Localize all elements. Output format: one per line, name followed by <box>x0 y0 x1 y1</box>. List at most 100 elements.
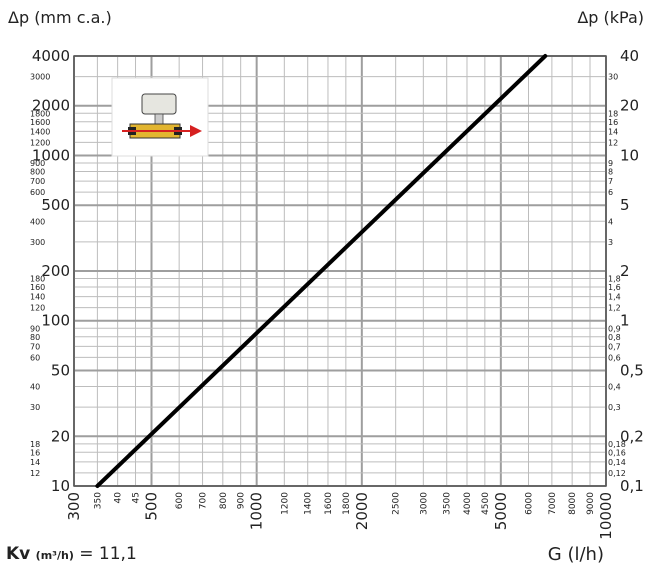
x-tick-label: 300 <box>65 492 83 521</box>
tick-labels: 1020501002005001000200040001214161830406… <box>30 47 644 540</box>
y-left-tick-label-minor: 1600 <box>30 118 50 127</box>
y-right-tick-label-minor: 12 <box>608 138 618 147</box>
y-right-tick-label: 2 <box>620 262 630 280</box>
y-left-tick-label: 20 <box>51 427 70 445</box>
y-right-tick-label-minor: 0,4 <box>608 383 621 392</box>
x-tick-label-minor: 1400 <box>304 492 314 515</box>
y-left-tick-label-minor: 60 <box>30 353 40 362</box>
x-tick-label-minor: 350 <box>93 492 103 509</box>
x-tick-label-minor: 4000 <box>463 492 473 515</box>
y-left-tick-label-minor: 40 <box>30 383 40 392</box>
y-right-tick-label-minor: 0,8 <box>608 333 621 342</box>
y-left-tick-label: 10 <box>51 477 70 495</box>
y-left-tick-label-minor: 180 <box>30 275 45 284</box>
y-right-tick-label-minor: 0,6 <box>608 353 621 362</box>
y-left-tick-label-minor: 70 <box>30 342 40 351</box>
series-line <box>95 54 548 488</box>
x-tick-label-minor: 1600 <box>324 492 334 515</box>
y-left-tick-label-minor: 14 <box>30 458 40 467</box>
y-left-tick-label-minor: 30 <box>30 403 40 412</box>
x-tick-label-minor: 2500 <box>392 492 402 515</box>
x-tick-label: 1000 <box>248 492 266 530</box>
series-layer <box>95 54 548 488</box>
y-left-tick-label-minor: 400 <box>30 217 45 226</box>
y-right-tick-label-minor: 8 <box>608 168 613 177</box>
y-axis-label-right: Δp (kPa) <box>577 8 644 27</box>
y-left-tick-label-minor: 16 <box>30 448 40 457</box>
grid <box>73 55 607 487</box>
y-left-tick-label-minor: 700 <box>30 177 45 186</box>
y-left-tick-label: 100 <box>41 312 70 330</box>
plot-frame <box>73 55 607 487</box>
y-right-tick-label-minor: 9 <box>608 159 613 168</box>
kv-unit: (m³/h) <box>35 549 74 562</box>
y-right-tick-label-minor: 0,7 <box>608 342 621 351</box>
y-right-tick-label-minor: 0,3 <box>608 403 621 412</box>
y-right-tick-label: 0,5 <box>620 361 644 379</box>
y-axis-label-left: Δp (mm c.a.) <box>8 8 112 27</box>
y-right-tick-label-minor: 4 <box>608 217 613 226</box>
y-left-tick-label-minor: 1800 <box>30 109 50 118</box>
y-right-tick-label-minor: 6 <box>608 188 613 197</box>
y-left-tick-label-minor: 90 <box>30 324 40 333</box>
x-tick-label-minor: 7000 <box>548 492 558 515</box>
y-left-tick-label-minor: 120 <box>30 304 45 313</box>
y-left-tick-label: 4000 <box>32 47 70 65</box>
y-left-tick-label-minor: 300 <box>30 238 45 247</box>
y-right-tick-label-minor: 1,8 <box>608 275 621 284</box>
y-right-tick-label-minor: 16 <box>608 118 618 127</box>
x-tick-label-minor: 3000 <box>419 492 429 515</box>
x-tick-label-minor: 40 <box>114 492 124 504</box>
y-left-tick-label: 50 <box>51 361 70 379</box>
y-right-tick-label-minor: 0,16 <box>608 448 626 457</box>
y-right-tick-label: 40 <box>620 47 639 65</box>
y-right-tick-label-minor: 1,6 <box>608 283 621 292</box>
x-tick-label-minor: 8000 <box>568 492 578 515</box>
y-left-tick-label-minor: 900 <box>30 159 45 168</box>
y-right-tick-label-minor: 0,14 <box>608 458 626 467</box>
y-left-tick-label-minor: 12 <box>30 469 40 478</box>
x-tick-label-minor: 1200 <box>280 492 290 515</box>
y-left-tick-label: 2000 <box>32 97 70 115</box>
x-tick-label: 10000 <box>597 492 615 540</box>
y-left-tick-label-minor: 80 <box>30 333 40 342</box>
y-right-tick-label: 0,2 <box>620 427 644 445</box>
x-tick-label-minor: 800 <box>219 492 229 509</box>
x-tick-label: 5000 <box>492 492 510 530</box>
y-right-tick-label-minor: 18 <box>608 109 618 118</box>
y-right-tick-label: 0,1 <box>620 477 644 495</box>
y-left-tick-label-minor: 160 <box>30 283 45 292</box>
y-left-tick-label-minor: 1400 <box>30 127 50 136</box>
y-right-tick-label-minor: 0,18 <box>608 440 626 449</box>
y-right-tick-label-minor: 0,9 <box>608 324 621 333</box>
kv-label: Kv <box>6 544 31 564</box>
actuator-stem <box>154 113 164 125</box>
y-right-tick-label: 10 <box>620 146 639 164</box>
x-tick-label-minor: 9000 <box>586 492 596 515</box>
x-tick-label: 500 <box>143 492 161 521</box>
kv-annotation: Kv (m³/h) = 11,1 <box>6 544 137 564</box>
y-right-tick-label-minor: 0,12 <box>608 469 626 478</box>
y-right-tick-label-minor: 3 <box>608 238 613 247</box>
y-left-tick-label-minor: 3000 <box>30 73 50 82</box>
y-right-tick-label-minor: 7 <box>608 177 613 186</box>
y-right-tick-label: 20 <box>620 97 639 115</box>
x-tick-label-minor: 700 <box>199 492 209 509</box>
y-right-tick-label: 5 <box>620 196 630 214</box>
y-right-tick-label-minor: 30 <box>608 73 618 82</box>
y-left-tick-label: 500 <box>41 196 70 214</box>
x-tick-label: 2000 <box>353 492 371 530</box>
y-left-tick-label: 1000 <box>32 146 70 164</box>
flow-arrow-head <box>190 125 202 137</box>
y-left-tick-label: 200 <box>41 262 70 280</box>
y-left-tick-label-minor: 18 <box>30 440 40 449</box>
x-tick-label-minor: 45 <box>132 492 142 503</box>
y-left-tick-label-minor: 1200 <box>30 138 50 147</box>
x-tick-label-minor: 600 <box>175 492 185 509</box>
y-left-tick-label-minor: 140 <box>30 293 45 302</box>
y-right-tick-label-minor: 14 <box>608 127 618 136</box>
x-tick-label-minor: 6000 <box>524 492 534 515</box>
y-right-tick-label-minor: 1,2 <box>608 304 621 313</box>
x-tick-label-minor: 3500 <box>443 492 453 515</box>
